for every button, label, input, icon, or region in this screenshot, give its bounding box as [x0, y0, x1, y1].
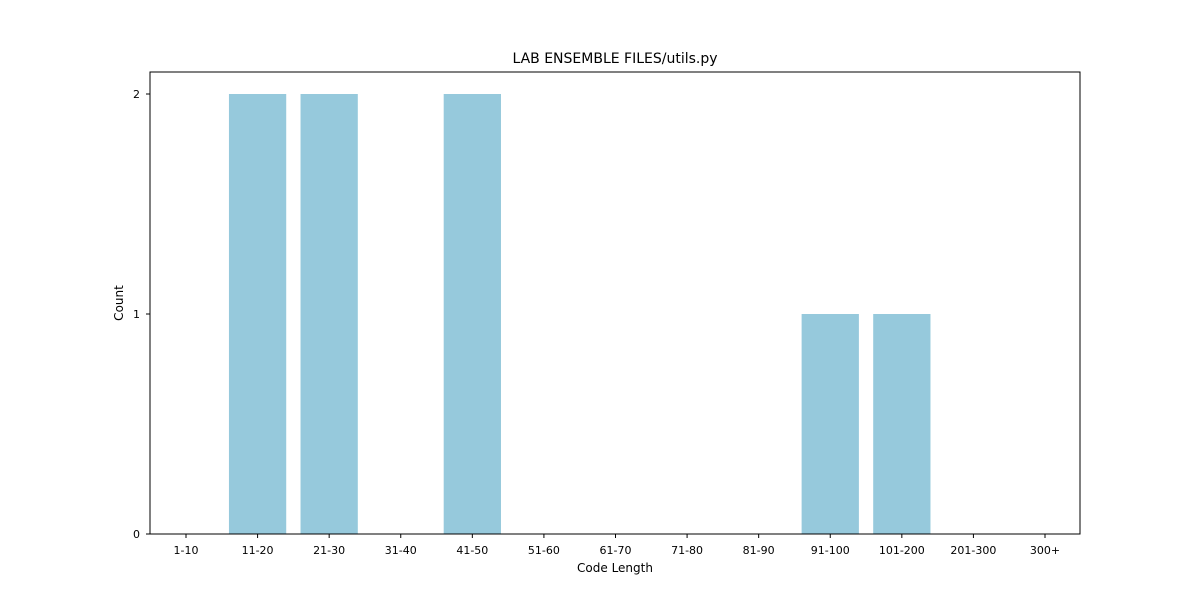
bar-21-30	[300, 94, 358, 534]
y-tick-label: 1	[133, 308, 140, 321]
bar-91-100	[801, 314, 859, 534]
x-tick-label: 51-60	[528, 544, 560, 557]
x-tick-label: 21-30	[313, 544, 345, 557]
x-tick-label: 41-50	[456, 544, 488, 557]
bar-11-20	[228, 94, 287, 534]
x-tick-label: 71-80	[671, 544, 703, 557]
x-tick-label: 11-20	[242, 544, 274, 557]
bar-41-50	[443, 94, 501, 534]
bars-group	[228, 94, 931, 534]
y-axis-label: Count	[112, 285, 126, 321]
y-tick-label: 0	[133, 528, 140, 541]
y-tick-label: 2	[133, 88, 140, 101]
x-tick-label: 81-90	[743, 544, 775, 557]
x-tick-label: 201-300	[950, 544, 996, 557]
x-tick-label: 300+	[1030, 544, 1060, 557]
y-axis-ticks: 0 1 2	[133, 88, 150, 541]
plot-frame	[149, 71, 1081, 535]
bar-101-200	[873, 314, 931, 534]
x-axis-ticks: 1-10 11-20 21-30 31-40 41-50 51-60 61-70 71-80 8…	[174, 534, 1060, 557]
x-tick-label: 1-10	[174, 544, 199, 557]
x-tick-label: 61-70	[600, 544, 632, 557]
x-axis-label: Code Length	[577, 561, 653, 575]
x-tick-label: 91-100	[811, 544, 850, 557]
x-tick-label: 101-200	[879, 544, 925, 557]
x-tick-label: 31-40	[385, 544, 417, 557]
chart-title: LAB ENSEMBLE FILES/utils.py	[512, 51, 717, 67]
